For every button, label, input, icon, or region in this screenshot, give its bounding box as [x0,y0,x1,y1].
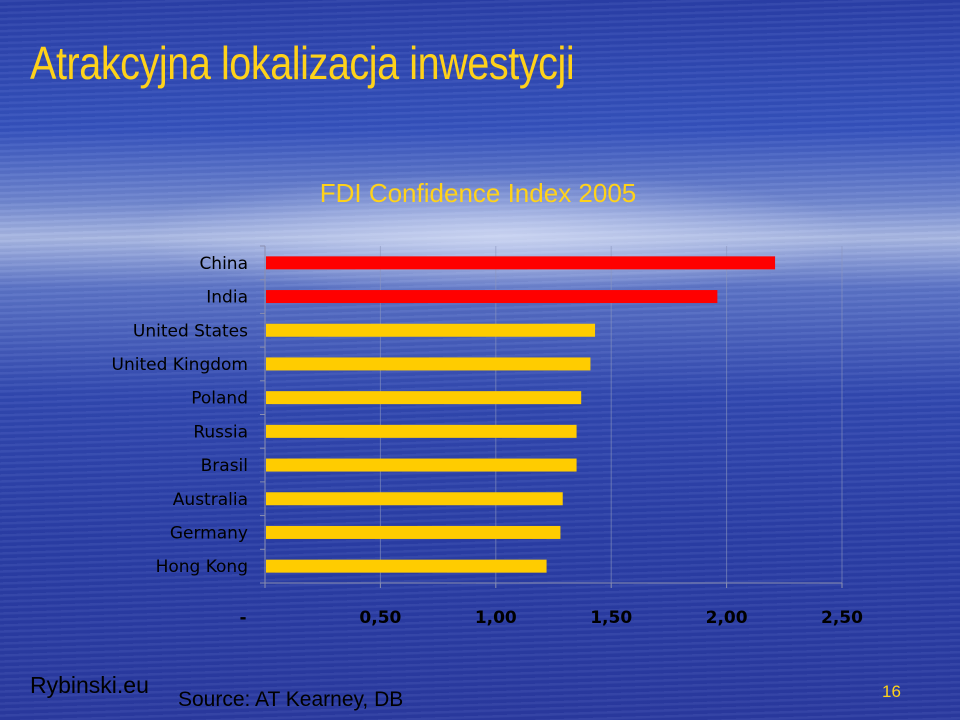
bars [266,256,776,573]
category-label: United Kingdom [112,355,248,375]
category-label: Poland [191,389,248,409]
footer-site: Rybinski.eu [30,672,149,698]
category-label: India [206,288,248,308]
bar-germany [266,525,561,539]
x-tick-label: 1,00 [475,608,517,628]
bar-united-kingdom [266,357,591,371]
bar-australia [266,492,563,506]
bar-brasil [266,458,577,472]
bar-united-states [266,323,596,337]
category-label: Brasil [201,456,248,476]
bar-china [266,256,776,270]
category-label: Hong Kong [156,557,248,577]
chart-title: FDI Confidence Index 2005 [320,178,637,208]
x-tick-label: 0,50 [359,608,401,628]
page-number: 16 [882,682,901,701]
x-tick-label: 2,00 [706,608,748,628]
category-labels: China India United States United Kingdom Pol… [112,254,249,577]
category-label: China [199,254,248,274]
x-tick-label: 2,50 [821,608,863,628]
category-label: Australia [173,490,248,510]
source-note: Source: AT Kearney, DB [178,688,404,711]
category-label: Russia [193,422,248,442]
bar-poland [266,391,582,405]
slide-title: Atrakcyjna lokalizacja inwestycji [30,37,575,89]
category-label: United States [133,321,248,341]
x-tick-label: 1,50 [590,608,632,628]
category-label: Germany [170,523,248,543]
bar-hong-kong [266,559,547,573]
x-tick-label: - [239,608,246,628]
x-axis-ticks: - 0,50 1,00 1,50 2,00 2,50 [239,608,863,628]
bar-russia [266,424,577,438]
bar-india [266,290,718,304]
